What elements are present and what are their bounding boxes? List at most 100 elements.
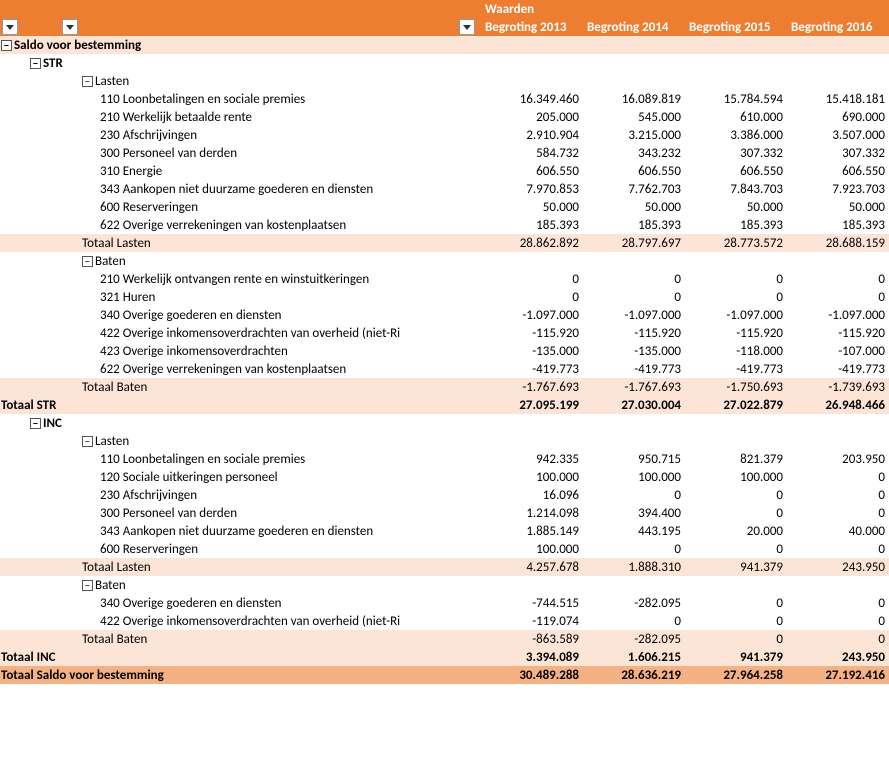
grand-total-v0: 30.489.288 [481, 666, 583, 684]
line-item-v0: 606.550 [481, 162, 583, 180]
line-item-v1: 394.400 [583, 504, 685, 522]
line-item-v2: 7.843.703 [685, 180, 787, 198]
expander-top[interactable]: − [1, 40, 12, 51]
line-item-v3: 7.923.703 [787, 180, 889, 198]
line-item-v3: -1.097.000 [787, 306, 889, 324]
line-item-label: 300 Personeel van derden [0, 504, 481, 522]
line-item-v3: 0 [787, 288, 889, 306]
section-total-v2: 27.022.879 [685, 396, 787, 414]
line-item-v3: 690.000 [787, 108, 889, 126]
line-item-label: 343 Aankopen niet duurzame goederen en d… [0, 180, 481, 198]
subtotal-v2: 941.379 [685, 558, 787, 576]
group-head-0-1: −Baten [0, 252, 481, 270]
line-item-v3: 203.950 [787, 450, 889, 468]
line-item-label: 343 Aankopen niet duurzame goederen en d… [0, 522, 481, 540]
line-item-v0: -119.074 [481, 612, 583, 630]
line-item-v0: 0 [481, 270, 583, 288]
subtotal-v2: 0 [685, 630, 787, 648]
subtotal-v1: -282.095 [583, 630, 685, 648]
subtotal-v0: 4.257.678 [481, 558, 583, 576]
line-item-v3: 3.507.000 [787, 126, 889, 144]
line-item-v1: 443.195 [583, 522, 685, 540]
group-head-1-1: −Baten [0, 576, 481, 594]
line-item-v2: 100.000 [685, 468, 787, 486]
line-item-label: 321 Huren [0, 288, 481, 306]
expander-section-1[interactable]: − [30, 418, 41, 429]
expander-group-1-1[interactable]: − [82, 580, 93, 591]
subtotal-v1: 1.888.310 [583, 558, 685, 576]
line-item-v1: 950.715 [583, 450, 685, 468]
line-item-v3: 0 [787, 468, 889, 486]
line-item-v3: -419.773 [787, 360, 889, 378]
line-item-label: 230 Afschrijvingen [0, 486, 481, 504]
subtotal-label: Totaal Lasten [0, 234, 481, 252]
col-header-3[interactable]: Begroting 2016 [787, 18, 889, 36]
line-item-v2: 50.000 [685, 198, 787, 216]
line-item-v2: 606.550 [685, 162, 787, 180]
line-item-v2: 0 [685, 612, 787, 630]
line-item-label: 310 Energie [0, 162, 481, 180]
col-header-1[interactable]: Begroting 2014 [583, 18, 685, 36]
pivot-table: Waarden Begroting 2013 Begroting 2014 Be… [0, 0, 889, 684]
filter-dropdown-1[interactable] [2, 19, 18, 35]
line-item-v1: 0 [583, 612, 685, 630]
line-item-v3: 606.550 [787, 162, 889, 180]
col-header-0[interactable]: Begroting 2013 [481, 18, 583, 36]
line-item-v0: 100.000 [481, 468, 583, 486]
subtotal-v0: 28.862.892 [481, 234, 583, 252]
section-total-v3: 26.948.466 [787, 396, 889, 414]
expander-section-0[interactable]: − [30, 58, 41, 69]
line-item-v0: 7.970.853 [481, 180, 583, 198]
section-head-STR: −STR [0, 54, 481, 72]
line-item-label: 120 Sociale uitkeringen personeel [0, 468, 481, 486]
line-item-v3: 40.000 [787, 522, 889, 540]
line-item-v2: 15.784.594 [685, 90, 787, 108]
filter-dropdown-3[interactable] [459, 19, 475, 35]
line-item-v2: 307.332 [685, 144, 787, 162]
line-item-v0: 1.885.149 [481, 522, 583, 540]
line-item-v0: -419.773 [481, 360, 583, 378]
expander-group-1-0[interactable]: − [82, 436, 93, 447]
line-item-v0: -115.920 [481, 324, 583, 342]
subtotal-v1: 28.797.697 [583, 234, 685, 252]
line-item-v3: -107.000 [787, 342, 889, 360]
subtotal-label: Totaal Baten [0, 378, 481, 396]
line-item-label: 230 Afschrijvingen [0, 126, 481, 144]
expander-group-0-1[interactable]: − [82, 256, 93, 267]
line-item-v3: 0 [787, 594, 889, 612]
line-item-v3: 50.000 [787, 198, 889, 216]
section-head-INC: −INC [0, 414, 481, 432]
section-total-v1: 27.030.004 [583, 396, 685, 414]
subtotal-v2: 28.773.572 [685, 234, 787, 252]
filter-dropdown-2[interactable] [62, 19, 78, 35]
top-group-label: Saldo voor bestemming [14, 38, 141, 53]
line-item-v0: -135.000 [481, 342, 583, 360]
subtotal-v3: 0 [787, 630, 889, 648]
line-item-v0: 16.349.460 [481, 90, 583, 108]
line-item-v0: 50.000 [481, 198, 583, 216]
line-item-v1: -282.095 [583, 594, 685, 612]
expander-group-0-0[interactable]: − [82, 76, 93, 87]
subtotal-label: Totaal Lasten [0, 558, 481, 576]
grand-total-v2: 27.964.258 [685, 666, 787, 684]
grand-total-v3: 27.192.416 [787, 666, 889, 684]
line-item-v0: 185.393 [481, 216, 583, 234]
line-item-label: 110 Loonbetalingen en sociale premies [0, 450, 481, 468]
section-total-label: Totaal INC [0, 648, 481, 666]
line-item-v0: 2.910.904 [481, 126, 583, 144]
line-item-v1: 100.000 [583, 468, 685, 486]
line-item-label: 622 Overige verrekeningen van kostenplaa… [0, 360, 481, 378]
line-item-v1: 343.232 [583, 144, 685, 162]
col-header-2[interactable]: Begroting 2015 [685, 18, 787, 36]
line-item-v1: 0 [583, 486, 685, 504]
line-item-v1: 16.089.819 [583, 90, 685, 108]
line-item-label: 340 Overige goederen en diensten [0, 594, 481, 612]
line-item-v1: -115.920 [583, 324, 685, 342]
line-item-v2: 0 [685, 540, 787, 558]
line-item-v3: 307.332 [787, 144, 889, 162]
section-total-v1: 1.606.215 [583, 648, 685, 666]
line-item-v2: -118.000 [685, 342, 787, 360]
line-item-v3: 0 [787, 540, 889, 558]
line-item-v2: 610.000 [685, 108, 787, 126]
line-item-v2: 3.386.000 [685, 126, 787, 144]
